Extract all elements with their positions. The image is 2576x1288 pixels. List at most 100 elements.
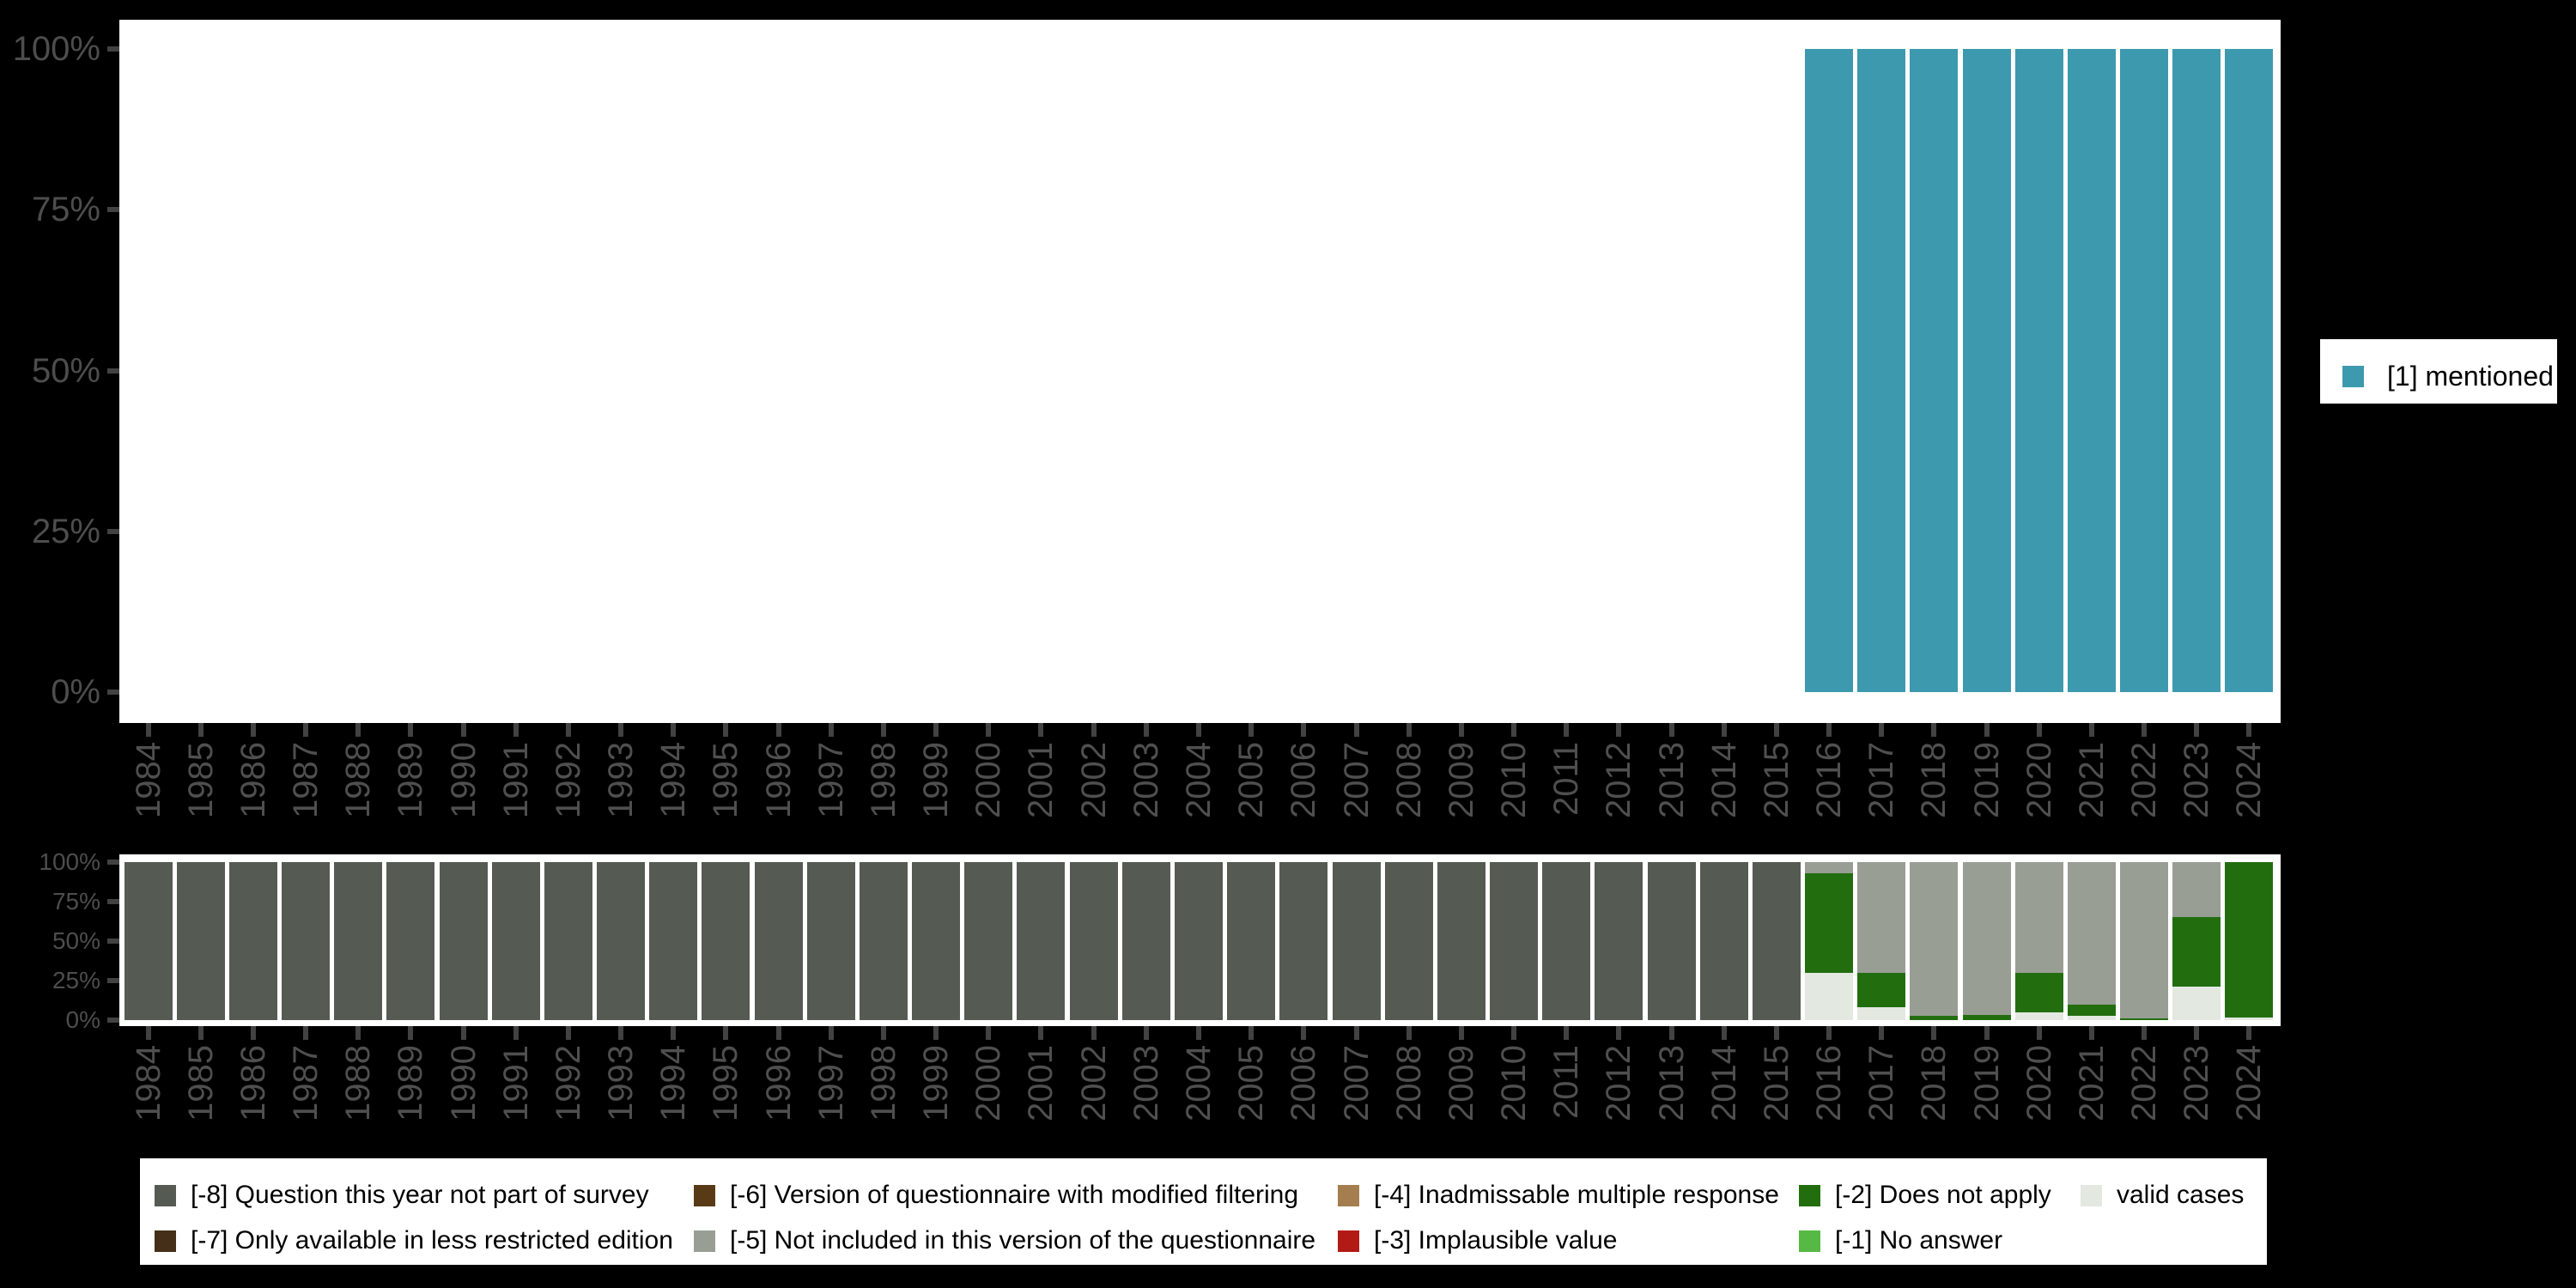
x-tick (1564, 1026, 1570, 1040)
x-tick-label: 2007 (1337, 1045, 1376, 1121)
bar-segment (228, 862, 277, 1020)
x-tick (1406, 1026, 1412, 1040)
x-tick (2142, 723, 2148, 737)
legend-label: [1] mentioned (2387, 361, 2554, 392)
bar-segment (2067, 49, 2116, 692)
legend-label: [-1] No answer (1835, 1226, 2003, 1255)
bar-segment (491, 862, 540, 1020)
bar-segment (1017, 862, 1066, 1020)
x-tick (1879, 723, 1885, 737)
x-tick (1091, 723, 1097, 737)
x-tick-label: 1997 (811, 1045, 850, 1121)
x-tick (513, 1026, 519, 1040)
x-tick (1091, 1026, 1097, 1040)
bar-segment (1752, 862, 1801, 1020)
y-tick (107, 528, 119, 534)
bar-segment (439, 862, 488, 1020)
legend-label: [-6] Version of questionnaire with modif… (730, 1181, 1299, 1209)
x-tick (986, 723, 992, 737)
x-tick-label: 1999 (917, 742, 956, 818)
bar-segment (1279, 862, 1328, 1020)
x-tick (933, 723, 939, 737)
bar-segment (2067, 1016, 2116, 1020)
x-tick (1879, 1026, 1885, 1040)
x-tick-label: 1986 (234, 742, 272, 818)
missing-values-legend: [-8] Question this year not part of surv… (140, 1158, 2267, 1265)
legend-item: [-6] Version of questionnaire with modif… (694, 1181, 1298, 1210)
y-tick (107, 899, 119, 904)
x-tick-label: 2013 (1652, 1045, 1691, 1121)
x-tick-label: 2016 (1810, 742, 1849, 818)
y-tick (107, 939, 119, 944)
bar-segment (1857, 49, 1906, 692)
bar-segment (2225, 1018, 2274, 1020)
legend-item: [-4] Inadmissable multiple response (1338, 1181, 1779, 1210)
x-tick-label: 1999 (917, 1045, 956, 1121)
bar-segment (2014, 972, 2063, 1012)
bar-segment (1699, 862, 1748, 1020)
x-tick-label: 1993 (602, 1045, 641, 1121)
x-tick-label: 1991 (496, 1045, 535, 1121)
bar-segment (2120, 862, 2169, 1019)
bar-segment (702, 862, 750, 1020)
x-tick (1249, 1026, 1255, 1040)
x-tick (775, 1026, 781, 1040)
x-tick-label: 2023 (2178, 742, 2216, 818)
x-tick-label: 2020 (2020, 742, 2058, 818)
x-tick (1196, 723, 1201, 737)
legend-swatch (1799, 1184, 1820, 1206)
x-tick (880, 1026, 886, 1040)
x-tick (355, 1026, 361, 1040)
x-tick (250, 723, 256, 737)
x-tick-label: 1984 (129, 1045, 167, 1121)
x-tick-label: 1990 (444, 1045, 483, 1121)
x-tick-label: 2017 (1862, 742, 1901, 818)
bar-segment (1805, 49, 1854, 692)
x-tick-label: 1987 (287, 1045, 325, 1121)
y-tick-label: 0% (65, 1006, 100, 1033)
x-tick (1668, 1026, 1674, 1040)
bar-segment (2172, 862, 2221, 918)
bar-segment (334, 862, 383, 1020)
x-tick-label: 2011 (1547, 742, 1586, 817)
y-tick-label: 100% (39, 848, 100, 875)
x-tick-label: 2009 (1442, 742, 1480, 818)
x-tick (1038, 1026, 1044, 1040)
legend-label: [-2] Does not apply (1835, 1181, 2051, 1209)
x-tick-label: 1989 (392, 742, 430, 818)
bar-segment (1857, 1007, 1906, 1020)
x-tick-label: 2008 (1389, 1045, 1428, 1121)
x-tick-label: 2005 (1232, 1045, 1271, 1121)
x-tick-label: 2003 (1127, 1045, 1165, 1121)
legend-swatch (155, 1230, 176, 1252)
legend-label: [-5] Not included in this version of the… (730, 1226, 1316, 1255)
x-tick-label: 2002 (1074, 742, 1113, 818)
y-tick (107, 690, 119, 695)
x-tick-label: 2000 (969, 742, 1008, 818)
x-tick-label: 2012 (1600, 1045, 1638, 1121)
bar-segment (1857, 972, 1906, 1008)
bar-segment (2225, 49, 2274, 692)
bar-segment (806, 862, 855, 1020)
x-tick-label: 2001 (1022, 742, 1060, 818)
x-tick-label: 2021 (2072, 742, 2111, 818)
x-tick (828, 1026, 834, 1040)
x-tick-label: 2005 (1232, 742, 1271, 818)
y-tick (107, 368, 119, 374)
x-tick (355, 723, 361, 737)
y-tick (107, 978, 119, 983)
bar-segment (1962, 49, 2011, 692)
x-tick-label: 1988 (339, 742, 378, 818)
legend-item: [-7] Only available in less restricted e… (155, 1226, 673, 1255)
bar-segment (2172, 987, 2221, 1020)
legend-item: [-8] Question this year not part of surv… (155, 1181, 649, 1210)
bar-segment (124, 862, 173, 1020)
x-tick (880, 723, 886, 737)
x-tick-label: 2023 (2178, 1045, 2216, 1121)
legend-label: valid cases (2117, 1181, 2245, 1209)
x-tick (460, 723, 466, 737)
bar-segment (1910, 49, 1959, 692)
x-tick-label: 2022 (2125, 1045, 2164, 1121)
bar-segment (2014, 1012, 2063, 1020)
y-tick-label: 75% (52, 888, 100, 914)
